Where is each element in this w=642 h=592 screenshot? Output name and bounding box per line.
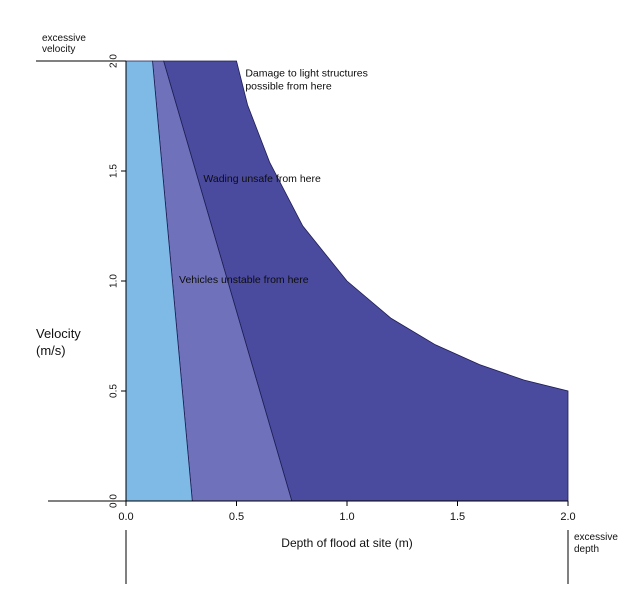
annotation-line: Vehicles unstable from here (179, 274, 309, 286)
y-tick-label: 1.5 (109, 164, 120, 178)
region-annotations: Damage to light structures possible from … (179, 67, 368, 286)
excessive-velocity-note-line2: velocity (42, 44, 75, 55)
annotation-line: possible from here (245, 80, 332, 92)
x-tick-label: 0.0 (118, 511, 133, 523)
region-damage-light-structures (163, 60, 569, 502)
axis-ticks: 0.0 0.5 1.0 1.5 2.0 0.0 0.5 1.0 1.5 2.0 (109, 54, 576, 523)
x-tick-label: 1.5 (450, 511, 465, 523)
y-axis-label-line2: (m/s) (36, 343, 66, 358)
hazard-regions (125, 60, 569, 502)
y-tick-label: 0.5 (109, 384, 120, 398)
annotation-line: Wading unsafe from here (203, 173, 321, 185)
x-tick-label: 0.5 (229, 511, 244, 523)
chart-labels: excessive velocity excessive depth Veloc… (36, 33, 618, 555)
y-tick-label: 0.0 (109, 494, 120, 508)
y-tick-label: 1.0 (109, 274, 120, 288)
excessive-depth-note-line1: excessive (574, 532, 618, 543)
x-axis-label: Depth of flood at site (m) (281, 536, 412, 550)
excessive-velocity-note-line1: excessive (42, 33, 86, 44)
annotation-wading: Wading unsafe from here (203, 173, 321, 185)
annotation-damage: Damage to light structures possible from … (245, 67, 368, 92)
annotation-vehicles: Vehicles unstable from here (179, 274, 309, 286)
excessive-depth-note-line2: depth (574, 544, 599, 555)
y-axis-label-line1: Velocity (36, 326, 81, 341)
x-tick-label: 1.0 (339, 511, 354, 523)
annotation-line: Damage to light structures (245, 67, 368, 79)
x-tick-label: 2.0 (560, 511, 575, 523)
y-tick-label: 2.0 (109, 54, 120, 68)
